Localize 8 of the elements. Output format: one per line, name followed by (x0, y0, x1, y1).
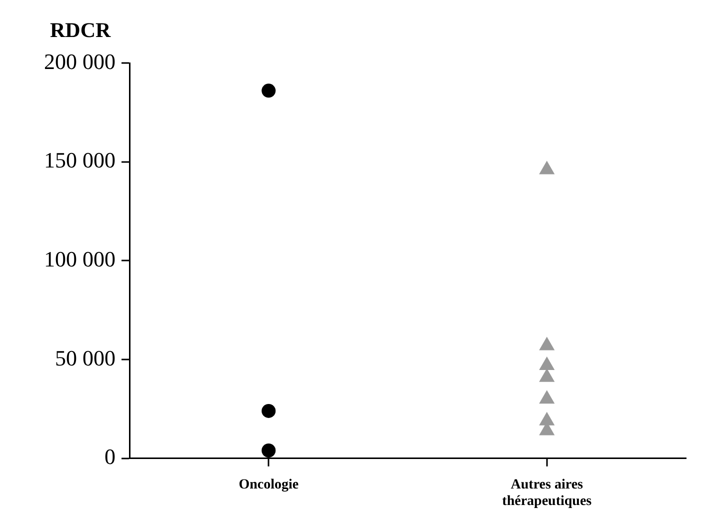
x-tick-label: Autres aires thérapeutiques (502, 477, 592, 510)
x-tick-label: Oncologie (238, 477, 299, 492)
y-tick-label: 50 000 (55, 345, 116, 370)
y-tick-label: 150 000 (44, 148, 116, 173)
y-tick-label: 0 (104, 444, 116, 470)
y-tick-label: 100 000 (44, 246, 116, 272)
y-tick-label: 200 000 (44, 48, 116, 74)
y-axis-title: RDCR (50, 18, 111, 43)
